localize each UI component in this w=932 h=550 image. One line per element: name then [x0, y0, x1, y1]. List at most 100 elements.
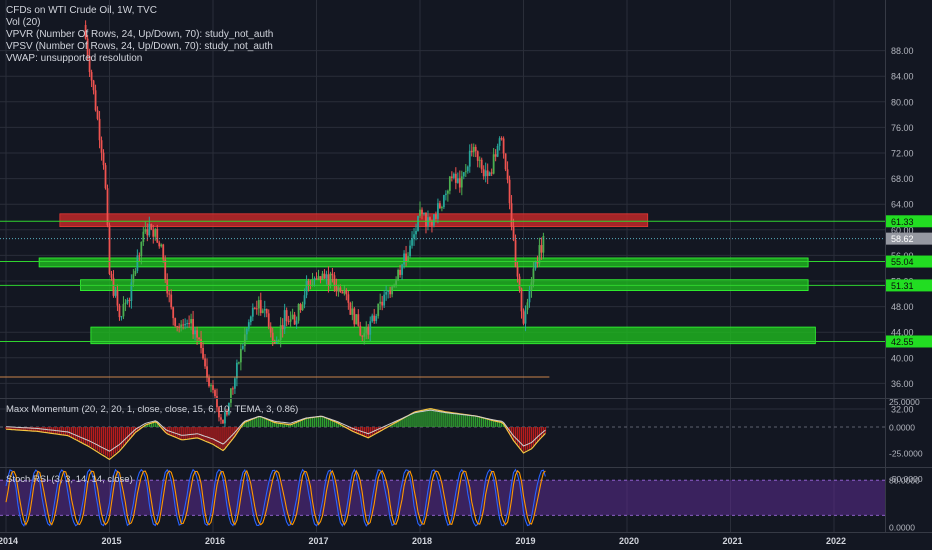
- candle-body: [397, 269, 400, 281]
- candle-body: [391, 286, 394, 295]
- candle-body: [162, 244, 165, 260]
- candle-body: [228, 402, 230, 415]
- candle-body: [440, 207, 443, 209]
- candle-body: [532, 268, 535, 283]
- candle-body: [241, 346, 244, 349]
- candle-body: [100, 140, 103, 153]
- candle-body: [492, 154, 495, 174]
- candle-body: [476, 151, 479, 161]
- candle-body: [403, 253, 405, 265]
- candle-body: [478, 159, 481, 161]
- candle-body: [395, 280, 398, 285]
- candle-body: [301, 304, 304, 311]
- candle-body: [305, 280, 308, 296]
- candle-body: [208, 377, 210, 387]
- candle-body: [417, 215, 419, 231]
- y-tick-label: 36.00: [891, 379, 914, 389]
- candle-body: [204, 358, 206, 367]
- candle-body: [315, 278, 318, 280]
- candle-body: [317, 276, 320, 280]
- candle-body: [365, 326, 368, 334]
- candle-body: [464, 171, 467, 173]
- candle-body: [415, 230, 417, 235]
- candle-body: [188, 323, 191, 325]
- stoch-y-tick: 0.0000: [889, 523, 915, 533]
- candle-body: [448, 176, 451, 191]
- candle-body: [158, 242, 161, 247]
- x-tick-label: 2020: [619, 536, 639, 546]
- candle-body: [164, 259, 167, 280]
- candle-body: [540, 245, 543, 253]
- momentum-signal-line: [5, 408, 546, 461]
- candle-body: [319, 276, 322, 280]
- candle-body: [122, 304, 125, 317]
- candle-body: [383, 294, 386, 306]
- candle-body: [468, 150, 471, 167]
- candle-body: [423, 213, 425, 215]
- y-tick-label: 76.00: [891, 123, 914, 133]
- candle-body: [267, 313, 270, 327]
- candle-body: [269, 326, 272, 333]
- candle-body: [474, 146, 477, 152]
- candle-body: [433, 214, 435, 226]
- candle-body: [442, 194, 445, 208]
- level-tag-label: 55.04: [891, 257, 914, 267]
- candle-body: [255, 308, 258, 310]
- candle-body: [247, 322, 250, 329]
- candle-body: [226, 412, 228, 415]
- candle-body: [168, 293, 171, 295]
- candle-body: [381, 301, 384, 306]
- candle-body: [273, 340, 276, 344]
- legend-line-vwap: VWAP: unsupported resolution: [6, 53, 143, 64]
- stoch-d-line: [5, 469, 546, 526]
- candle-body: [138, 255, 141, 257]
- candle-body: [194, 330, 196, 335]
- candlesticks: [84, 20, 545, 429]
- current-price-tag-bg: [886, 232, 932, 245]
- stoch-k-line: [5, 468, 546, 528]
- candle-body: [373, 315, 376, 322]
- candle-body: [170, 294, 173, 308]
- candle-body: [452, 173, 455, 178]
- candle-body: [281, 325, 284, 330]
- candle-body: [446, 190, 449, 194]
- candle-body: [349, 302, 352, 315]
- candle-body: [126, 299, 129, 303]
- candle-body: [347, 294, 350, 303]
- candle-body: [243, 334, 246, 347]
- candle-body: [508, 179, 511, 204]
- candle-body: [307, 280, 310, 285]
- candle-body: [114, 290, 117, 296]
- candle-body: [176, 326, 179, 328]
- level-tag-bg: [886, 279, 932, 292]
- candle-body: [351, 308, 354, 315]
- candle-body: [84, 25, 87, 39]
- candle-body: [110, 273, 113, 278]
- y-tick-label: 44.00: [891, 328, 914, 338]
- level-tag-bg: [886, 255, 932, 268]
- candle-body: [279, 325, 282, 341]
- candle-body: [335, 285, 338, 292]
- candle-body: [367, 326, 370, 335]
- candle-body: [524, 309, 527, 324]
- candle-body: [156, 228, 159, 243]
- candle-body: [339, 287, 342, 293]
- candle-body: [196, 330, 198, 338]
- candle-body: [251, 307, 254, 317]
- candle-body: [496, 145, 499, 157]
- candle-body: [178, 326, 181, 328]
- candle-body: [542, 236, 545, 253]
- candle-body: [482, 169, 485, 177]
- candle-body: [144, 229, 147, 232]
- candle-body: [331, 273, 334, 276]
- candle-body: [341, 292, 344, 294]
- candle-body: [526, 302, 529, 310]
- candle-body: [437, 203, 439, 219]
- level-tag-label: 51.31: [891, 281, 914, 291]
- candle-body: [136, 255, 139, 271]
- candle-body: [92, 80, 95, 91]
- candle-body: [154, 228, 157, 237]
- y-tick-label: 48.00: [891, 302, 914, 312]
- candle-body: [506, 169, 509, 180]
